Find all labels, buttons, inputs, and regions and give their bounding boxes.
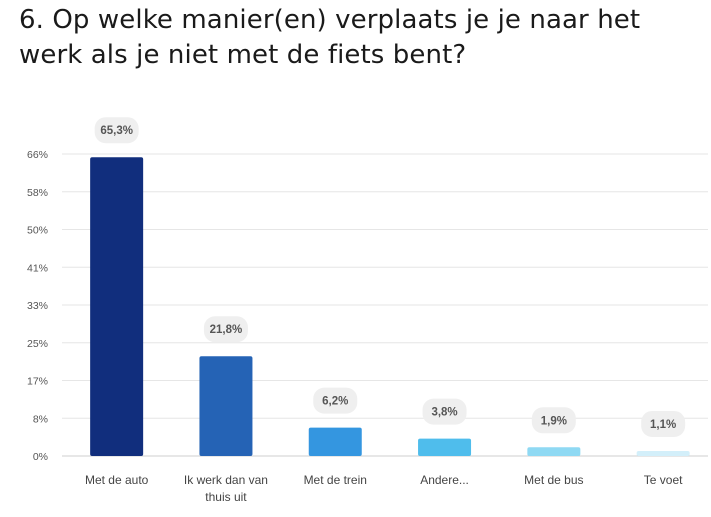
- bar: [199, 356, 253, 456]
- value-label: 65,3%: [100, 125, 133, 137]
- bar: [636, 450, 690, 456]
- bar: [527, 447, 581, 456]
- value-label: 6,2%: [322, 396, 348, 408]
- y-tick-label: 50%: [27, 225, 48, 237]
- category-label: Met de auto: [85, 473, 149, 487]
- value-label-bg: [531, 407, 576, 434]
- y-tick-label: 58%: [27, 187, 48, 199]
- value-label: 1,1%: [650, 419, 676, 431]
- bar: [308, 427, 362, 456]
- value-label-bg: [313, 387, 358, 414]
- page-title: 6. Op welke manier(en) verplaats je je n…: [19, 5, 641, 70]
- y-tick-label: 17%: [27, 376, 48, 388]
- value-label: 3,8%: [431, 407, 457, 419]
- value-label: 21,8%: [210, 324, 243, 336]
- category-label: Te voet: [644, 473, 683, 487]
- bars: [90, 157, 690, 456]
- y-tick-label: 25%: [27, 338, 48, 350]
- value-label: 1,9%: [541, 415, 567, 427]
- bar: [90, 157, 144, 456]
- value-labels: 65,3% 21,8% 6,2% 3,8% 1,9% 1,1%: [94, 117, 686, 437]
- y-tick-label: 33%: [27, 300, 48, 312]
- x-axis-categories: Met de auto Ik werk dan van thuis uit Met d…: [85, 473, 683, 504]
- value-label-bg: [641, 410, 686, 437]
- value-label-bg: [422, 398, 467, 425]
- y-tick-label: 41%: [27, 262, 48, 274]
- category-label: Met de trein: [304, 473, 367, 487]
- category-label: Andere...: [420, 473, 469, 487]
- y-tick-label: 0%: [33, 451, 48, 463]
- category-label: Met de bus: [524, 473, 583, 487]
- category-label: thuis uit: [205, 490, 247, 504]
- bar: [418, 438, 472, 456]
- value-label-bg: [94, 117, 139, 144]
- category-label: Ik werk dan van: [184, 473, 268, 487]
- y-tick-label: 8%: [33, 413, 48, 425]
- y-tick-label: 66%: [27, 149, 48, 161]
- gridlines: [62, 153, 708, 457]
- y-axis-ticks: 0% 8% 17% 25% 33% 41% 50% 58% 66%: [27, 149, 48, 463]
- value-label-bg: [203, 316, 248, 343]
